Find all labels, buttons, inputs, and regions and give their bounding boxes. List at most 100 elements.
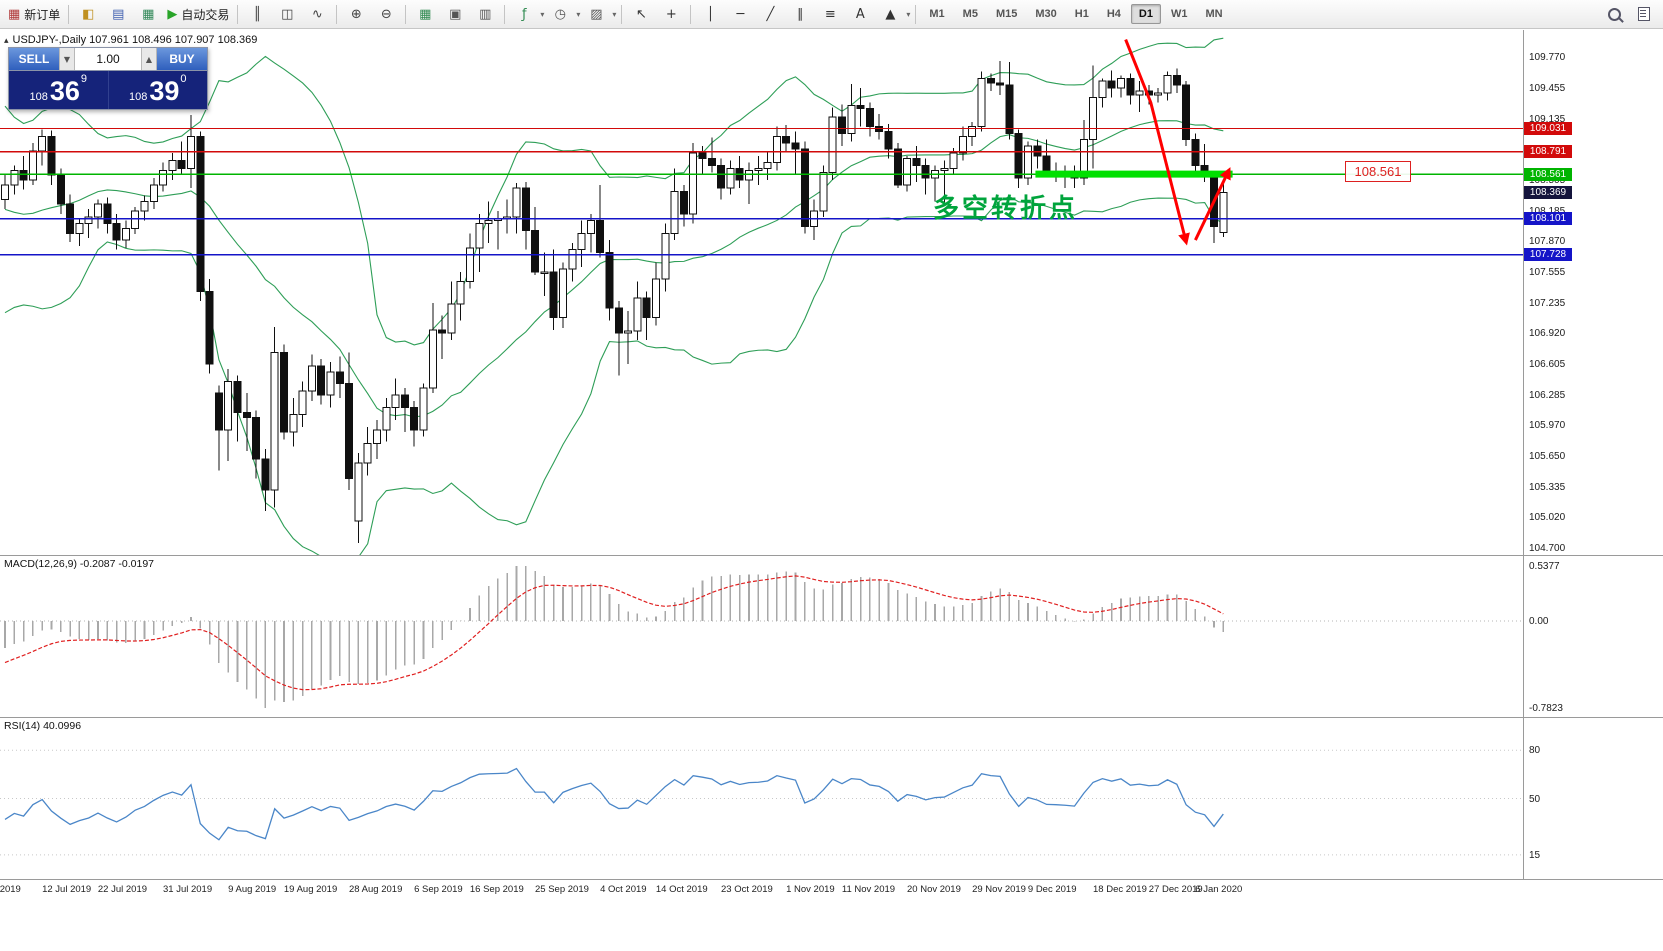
macd-canvas[interactable] [0, 556, 1523, 717]
terminal-icon[interactable]: ▦ [133, 2, 163, 26]
line-chart-icon-glyph: ∿ [311, 6, 323, 22]
tf-button-D1[interactable]: D1 [1130, 4, 1161, 24]
rsi-label: RSI(14) 40.0996 [4, 720, 82, 732]
auto-scroll-icon[interactable]: ▥ [470, 2, 500, 26]
panel-separator[interactable] [0, 555, 1663, 556]
indicators-caret-icon[interactable]: ▾ [540, 9, 545, 19]
rsi-panel: RSI(14) 40.0996 80 50 15 [0, 718, 1663, 879]
sell-price-big: 36 [49, 76, 80, 106]
price-tick: 107.870 [1529, 236, 1566, 248]
candlestick-chart-icon[interactable]: ◫ [272, 2, 302, 26]
search-icon[interactable] [1599, 2, 1629, 26]
main-chart-canvas[interactable] [0, 30, 1523, 555]
toolbar-right-icons [1599, 2, 1659, 26]
price-tick: 106.285 [1529, 389, 1566, 401]
volume-increase-button[interactable]: ▲ [141, 48, 157, 70]
horizontal-line-icon[interactable]: ─ [725, 2, 755, 26]
trend-arrow-up[interactable] [1194, 167, 1231, 241]
zoom-in-icon-glyph: ⊕ [350, 6, 362, 22]
arrows-icon[interactable]: ▲ [875, 2, 905, 26]
tf-button-W1[interactable]: W1 [1170, 8, 1188, 20]
new-order-glyph: ▦ [8, 6, 21, 22]
sell-button[interactable]: SELL [9, 48, 59, 70]
tf-button-M15[interactable]: M15 [995, 8, 1018, 20]
tf-button-H4[interactable]: H4 [1106, 8, 1121, 20]
channel-icon-glyph: ∥ [797, 6, 804, 22]
date-tick: 11 Nov 2019 [841, 884, 896, 895]
auto-trading-button[interactable]: ▶ 自动交易 [163, 2, 233, 26]
vertical-line-icon[interactable]: │ [695, 2, 725, 26]
price-axis-border [1523, 30, 1524, 880]
zoom-out-icon[interactable]: ⊖ [371, 2, 401, 26]
price-tick: 109.770 [1529, 52, 1566, 64]
volume-decrease-button[interactable]: ▼ [59, 48, 75, 70]
sell-price[interactable]: 108 36 9 [9, 71, 109, 109]
text-icon[interactable]: A [845, 2, 875, 26]
one-click-trading-widget: SELL ▼ 1.00 ▲ BUY 108 36 9 108 39 0 [8, 47, 208, 110]
data-window-icon[interactable] [1629, 2, 1659, 26]
fibonacci-icon[interactable]: ≡ [815, 2, 845, 26]
price-tag-108.101: 108.101 [1524, 212, 1572, 226]
tf-button-M5[interactable]: M5 [962, 8, 978, 20]
crosshair-icon-glyph: + [665, 6, 677, 22]
market-watch-icon[interactable]: ◧ [73, 2, 103, 26]
tile-windows-icon[interactable]: ▦ [410, 2, 440, 26]
line-chart-icon[interactable]: ∿ [302, 2, 332, 26]
buy-price-sup: 0 [180, 73, 187, 85]
tf-button-M30[interactable]: M30 [1035, 8, 1057, 20]
date-tick: 31 Jul 2019 [163, 884, 213, 895]
trend-arrow-down[interactable] [1124, 39, 1190, 246]
axis-separator [0, 879, 1663, 880]
templates-caret-icon[interactable]: ▾ [612, 9, 617, 19]
tf-button-MN[interactable]: MN [1205, 8, 1223, 20]
indicators-icon[interactable]: ƒ [509, 2, 539, 26]
channel-icon[interactable]: ∥ [785, 2, 815, 26]
tf-button-M1[interactable]: M1 [929, 8, 945, 20]
zoom-out-icon-glyph: ⊖ [380, 6, 392, 22]
zoom-in-icon[interactable]: ⊕ [341, 2, 371, 26]
time-axis[interactable]: 3 Jul 2019 12 Jul 2019 22 Jul 2019 31 Jul 2… [0, 880, 1663, 951]
bollinger-upper [4, 37, 1224, 346]
buy-button[interactable]: BUY [157, 48, 207, 70]
cursor-icon[interactable]: ↖ [626, 2, 656, 26]
price-tag-108.561: 108.561 [1524, 167, 1572, 181]
support-bar[interactable] [1035, 170, 1233, 178]
macd-label: MACD(12,26,9) -0.2087 -0.0197 [4, 558, 154, 570]
auto-trading-button-label: 自动交易 [181, 7, 230, 22]
price-tick: 106.920 [1529, 328, 1566, 340]
chart-title: ▴ USDJPY-,Daily 107.961 108.496 107.907 1… [4, 34, 257, 46]
current-price-tag: 108.369 [1524, 186, 1572, 200]
new-order-button[interactable]: ▦ 新订单 [4, 2, 64, 26]
bar-chart-icon-glyph: ║ [253, 6, 262, 22]
tf-button-H1[interactable]: H1 [1074, 8, 1089, 20]
bar-chart-icon[interactable]: ║ [242, 2, 272, 26]
date-tick: 18 Dec 2019 [1093, 884, 1147, 895]
market-watch-icon-glyph: ◧ [82, 6, 95, 22]
terminal-icon-glyph: ▦ [142, 6, 155, 22]
cascade-windows-icon[interactable]: ▣ [440, 2, 470, 26]
crosshair-icon[interactable]: + [656, 2, 686, 26]
price-tick: 106.605 [1529, 358, 1566, 370]
price-tick: 105.650 [1529, 451, 1566, 463]
toolbar-separator [68, 4, 70, 24]
volume-input[interactable]: 1.00 [75, 48, 141, 70]
rsi-canvas[interactable] [0, 718, 1523, 879]
arrows-icon-glyph: ▲ [885, 6, 896, 22]
templates-icon[interactable]: ▨ [581, 2, 611, 26]
panel-separator[interactable] [0, 717, 1663, 718]
buy-price[interactable]: 108 39 0 [109, 71, 208, 109]
auto-scroll-icon-glyph: ▥ [479, 6, 492, 22]
price-callout-label[interactable]: 108.561 [1345, 161, 1411, 182]
cascade-windows-icon-glyph: ▣ [449, 6, 462, 22]
objects-caret-icon[interactable]: ▾ [906, 9, 911, 19]
periods-icon[interactable]: ◷ [545, 2, 575, 26]
navigator-icon[interactable]: ▤ [103, 2, 133, 26]
chart-annotation-text[interactable]: 多空转折点 [933, 193, 1079, 223]
macd-tick: 0.00 [1529, 616, 1549, 627]
templates-icon-glyph: ▨ [590, 6, 603, 22]
toolbar-separator [690, 4, 692, 24]
periods-caret-icon[interactable]: ▾ [576, 9, 581, 19]
trendline-icon[interactable]: ╱ [755, 2, 785, 26]
toolbar-separator [237, 4, 239, 24]
data-window-icon [1638, 7, 1650, 21]
